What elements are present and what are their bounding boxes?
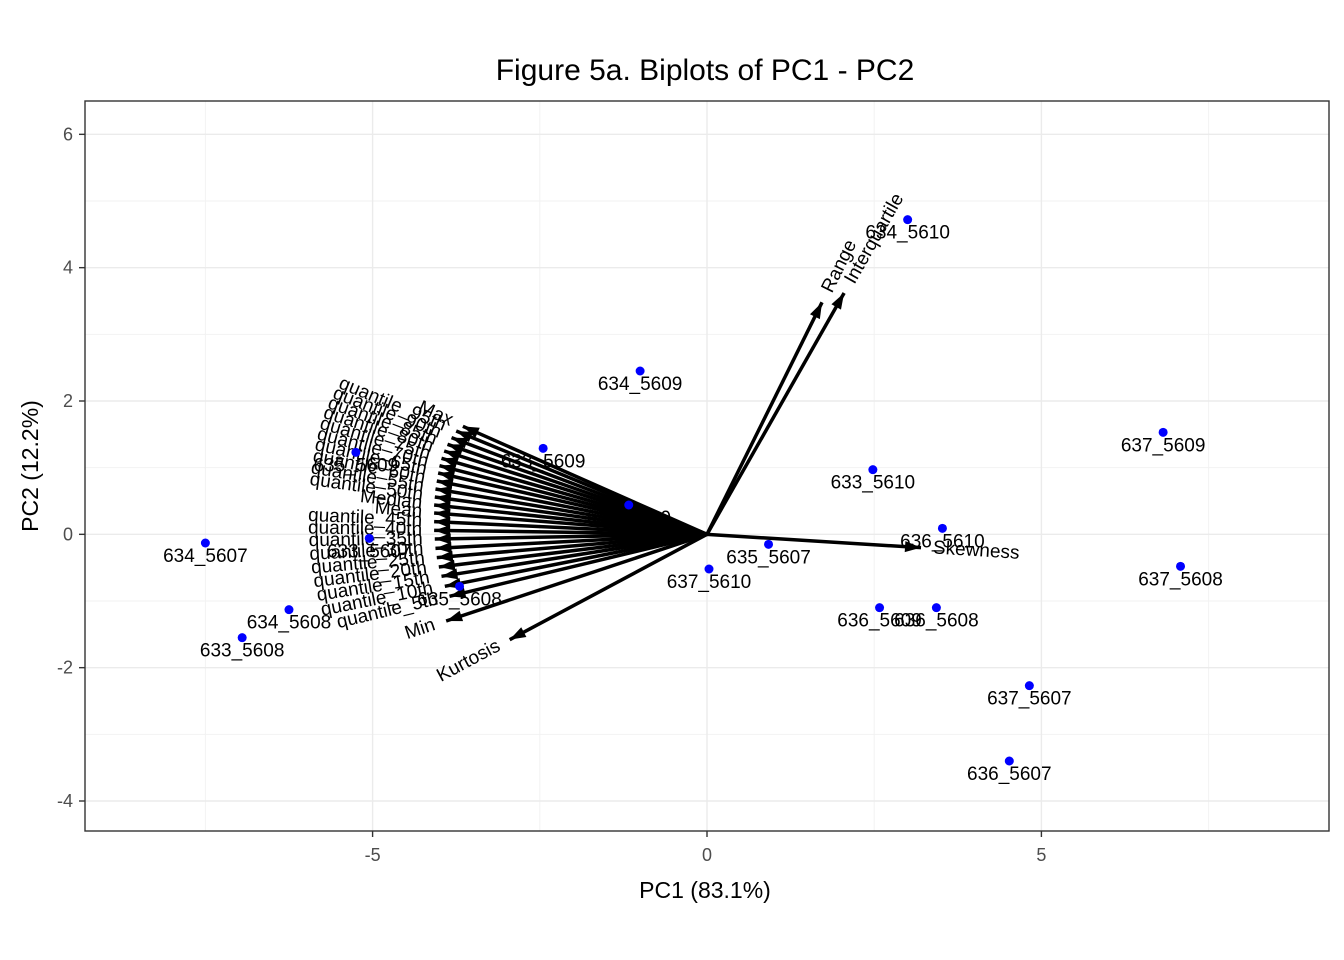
- score-point: [1158, 427, 1168, 437]
- loading-arrows: [433, 292, 922, 642]
- x-tick-label: 0: [702, 845, 712, 865]
- score-points: [200, 215, 1186, 766]
- loading-arrowhead: [456, 431, 474, 443]
- score-point-label: 637_5607: [987, 689, 1072, 710]
- score-point: [1004, 756, 1014, 766]
- loading-arrowhead: [434, 533, 451, 545]
- y-tick-label: 0: [63, 524, 73, 544]
- score-point: [931, 603, 941, 613]
- loading-arrowhead: [441, 568, 459, 580]
- score-point-label: 637_5610: [667, 572, 752, 593]
- loading-arrow: [705, 301, 824, 536]
- score-point: [868, 465, 878, 475]
- loading-arrowhead: [509, 627, 527, 640]
- score-labels: 634_5610 634_5609 637_5609 633_5609 635_5609…: [163, 223, 1223, 785]
- score-point-label: 635_5610: [586, 508, 671, 529]
- y-axis-title: PC2 (12.2%): [17, 400, 43, 532]
- loading-arrow: [444, 532, 708, 589]
- y-tick-label: 4: [63, 258, 73, 278]
- x-tick-label: -5: [365, 845, 381, 865]
- score-point-label: 636_5608: [894, 611, 979, 632]
- y-tick-label: 6: [63, 124, 73, 144]
- score-point: [1024, 681, 1034, 691]
- score-point: [704, 564, 714, 574]
- score-point-label: 634_5610: [865, 223, 950, 244]
- loading-arrowhead: [435, 486, 453, 498]
- loading-arrowhead: [446, 610, 464, 622]
- score-point: [284, 605, 294, 615]
- score-point: [624, 500, 634, 510]
- score-point: [1176, 561, 1186, 571]
- score-point: [455, 581, 465, 591]
- score-point: [903, 215, 913, 225]
- loading-arrowhead: [904, 541, 922, 553]
- score-point-label: 635_5608: [417, 589, 502, 610]
- score-point-label: 634_5607: [163, 546, 248, 567]
- score-point-label: 636_5609: [837, 611, 922, 632]
- loading-arrow: [445, 532, 708, 623]
- loading-arrowhead: [434, 508, 451, 520]
- loading-arrowhead: [831, 293, 845, 310]
- score-point: [937, 523, 947, 533]
- y-tick-label: -2: [57, 658, 73, 678]
- score-point: [875, 603, 885, 613]
- loading-arrow: [508, 532, 708, 642]
- loading-arrowhead: [436, 550, 454, 562]
- loading-arrowhead: [810, 302, 823, 320]
- score-point-label: 636_5610: [900, 531, 985, 552]
- score-point: [237, 633, 247, 643]
- score-point: [364, 533, 374, 543]
- score-point-label: 633_5610: [831, 473, 916, 494]
- score-point-label: 635_5609: [314, 455, 399, 476]
- score-point-label: 633_5607: [327, 541, 412, 562]
- loading-arrow: [449, 532, 708, 599]
- score-point-label: 633_5608: [200, 641, 285, 662]
- y-tick-label: 2: [63, 391, 73, 411]
- loading-arrowhead: [451, 437, 469, 449]
- loading-arrowhead: [434, 516, 451, 528]
- score-point-label: 633_5609: [501, 451, 586, 472]
- score-point-label: 634_5608: [247, 613, 332, 634]
- x-axis-title: PC1 (83.1%): [639, 877, 771, 903]
- y-tick-label: -4: [57, 791, 73, 811]
- loading-arrowhead: [438, 559, 456, 571]
- loading-label: quantile_40th: [308, 518, 422, 541]
- score-point-label: 636_5607: [967, 764, 1052, 785]
- score-point: [635, 366, 645, 376]
- chart-title: Figure 5a. Biplots of PC1 - PC2: [496, 54, 915, 87]
- loading-arrow: [706, 532, 922, 550]
- score-point-label: 635_5607: [726, 547, 811, 568]
- loading-arrow: [705, 292, 846, 536]
- loading-arrowhead: [434, 493, 452, 505]
- score-point: [538, 443, 548, 453]
- loading-arrowhead: [434, 525, 451, 537]
- score-point-label: 637_5609: [1121, 435, 1206, 456]
- x-axis-ticks: -5 0 5: [365, 831, 1046, 865]
- x-tick-label: 5: [1036, 845, 1046, 865]
- y-axis-ticks: -4 -2 0 2 4 6: [57, 124, 85, 811]
- score-point: [764, 539, 774, 549]
- loading-arrowhead: [435, 542, 452, 554]
- loading-arrowhead: [434, 501, 451, 513]
- score-point-label: 637_5608: [1138, 569, 1223, 590]
- loading-label: Mean: [374, 497, 423, 522]
- score-point-label: 634_5609: [598, 374, 683, 395]
- score-point: [351, 447, 361, 457]
- score-point: [200, 538, 210, 548]
